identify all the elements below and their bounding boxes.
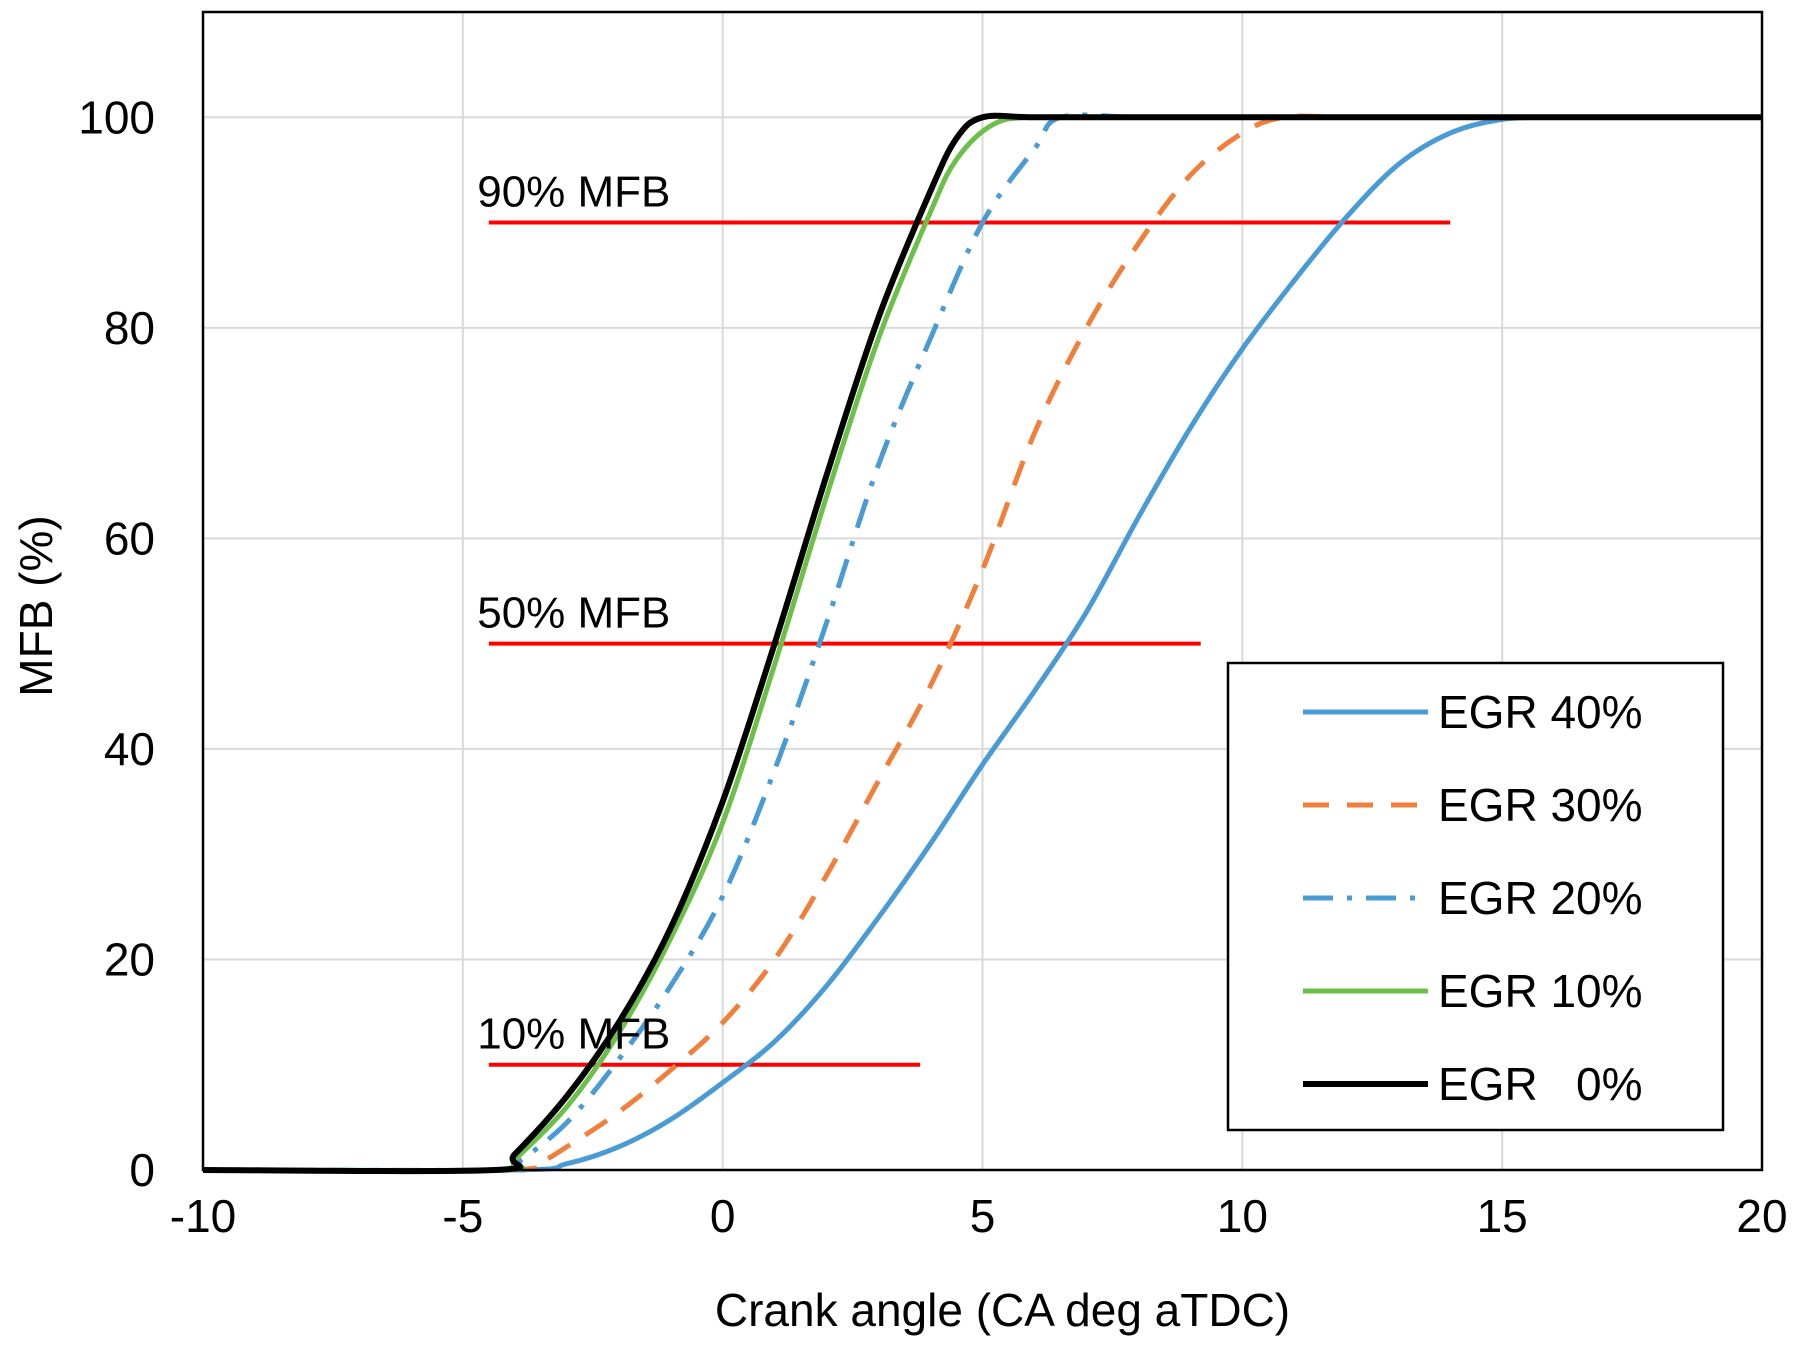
x-tick-label: 15 <box>1477 1190 1528 1242</box>
y-tick-label: 20 <box>104 933 155 985</box>
legend: EGR 40% EGR 30% EGR 20% EGR 10% EGR 0% <box>1226 661 1725 1132</box>
y-tick-label: 80 <box>104 302 155 354</box>
legend-entry: EGR 0% <box>1438 1058 1643 1110</box>
x-tick-label: 20 <box>1736 1190 1787 1242</box>
annotations: 10% MFB 50% MFB 90% MFB <box>477 168 670 1059</box>
x-tick-label: -5 <box>442 1190 483 1242</box>
x-tick-label: 10 <box>1217 1190 1268 1242</box>
legend-entry: EGR 40% <box>1438 686 1643 738</box>
x-tick-label: 0 <box>710 1190 736 1242</box>
y-axis-title: MFB (%) <box>10 515 62 696</box>
reference-line-label: 10% MFB <box>477 1010 670 1059</box>
y-tick-label: 40 <box>104 723 155 775</box>
legend-entry: EGR 30% <box>1438 779 1643 831</box>
x-tick-label: -10 <box>170 1190 236 1242</box>
reference-line-label: 90% MFB <box>477 168 670 217</box>
reference-lines <box>488 220 1451 1067</box>
y-tick-label: 100 <box>78 91 155 143</box>
plot-frame <box>201 10 1764 1172</box>
series-line <box>202 112 1762 1175</box>
reference-line-label: 50% MFB <box>477 589 670 638</box>
y-tick-label: 0 <box>129 1144 155 1196</box>
series-line <box>202 112 1762 1173</box>
legend-entry: EGR 10% <box>1438 965 1643 1017</box>
tick-labels: -10 -5 0 5 10 15 20 0 20 40 60 80 100 <box>78 91 1787 1242</box>
legend-entry: EGR 20% <box>1438 872 1643 924</box>
series-group <box>202 112 1762 1175</box>
y-tick-label: 60 <box>104 512 155 564</box>
x-tick-label: 5 <box>970 1190 996 1242</box>
x-axis-title: Crank angle (CA deg aTDC) <box>715 1284 1290 1336</box>
